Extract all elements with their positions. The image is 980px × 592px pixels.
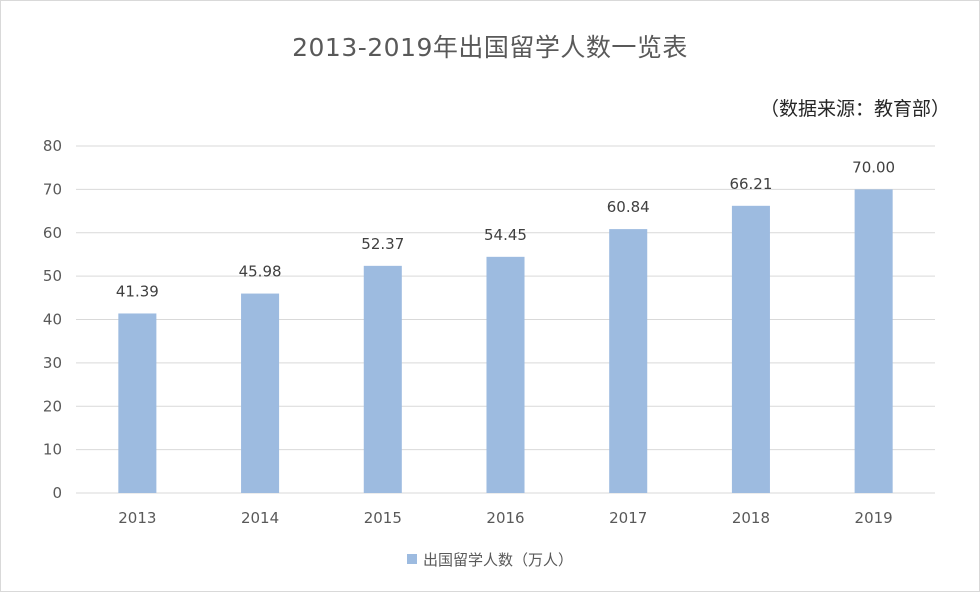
legend-label: 出国留学人数（万人） <box>422 551 573 569</box>
x-tick-label-2016: 2016 <box>486 509 524 527</box>
bar-2019 <box>854 189 893 493</box>
data-label-2016: 54.45 <box>484 226 527 244</box>
legend: 出国留学人数（万人） <box>0 549 980 570</box>
data-label-2013: 41.39 <box>116 282 159 300</box>
y-tick-label: 70 <box>43 180 62 198</box>
x-axis-ticks: 2013 2014 2015 2016 2017 2018 2019 <box>118 509 892 527</box>
y-tick-label: 80 <box>43 137 62 155</box>
x-tick-label-2013: 2013 <box>118 509 156 527</box>
y-axis-ticks: 0 10 20 30 40 50 60 70 80 <box>43 137 62 502</box>
bar-2014 <box>241 293 280 493</box>
data-labels: 41.39 45.98 52.37 54.45 60.84 66.21 70.00 <box>116 158 895 300</box>
data-label-2018: 66.21 <box>729 175 772 193</box>
data-label-2019: 70.00 <box>852 158 895 176</box>
legend-swatch <box>406 553 417 564</box>
x-tick-label-2018: 2018 <box>732 509 770 527</box>
x-tick-label-2017: 2017 <box>609 509 647 527</box>
y-tick-label: 20 <box>43 397 62 415</box>
y-tick-label: 30 <box>43 354 62 372</box>
x-tick-label-2015: 2015 <box>364 509 402 527</box>
bar-2017 <box>609 229 648 493</box>
bar-2013 <box>118 313 157 493</box>
chart-title: 2013-2019年出国留学人数一览表 <box>292 33 688 62</box>
bar-2018 <box>731 205 770 493</box>
y-tick-label: 60 <box>43 224 62 242</box>
bar-2015 <box>363 265 402 493</box>
y-tick-label: 50 <box>43 267 62 285</box>
x-tick-label-2019: 2019 <box>855 509 893 527</box>
data-label-2017: 60.84 <box>607 198 650 216</box>
x-tick-label-2014: 2014 <box>241 509 279 527</box>
y-tick-label: 0 <box>52 484 62 502</box>
bar-2016 <box>486 256 525 493</box>
data-label-2014: 45.98 <box>239 263 282 281</box>
source-note: （数据来源：教育部） <box>759 98 950 120</box>
y-tick-label: 10 <box>43 441 62 459</box>
bars <box>118 189 893 493</box>
y-tick-label: 40 <box>43 311 62 329</box>
data-label-2015: 52.37 <box>361 235 404 253</box>
